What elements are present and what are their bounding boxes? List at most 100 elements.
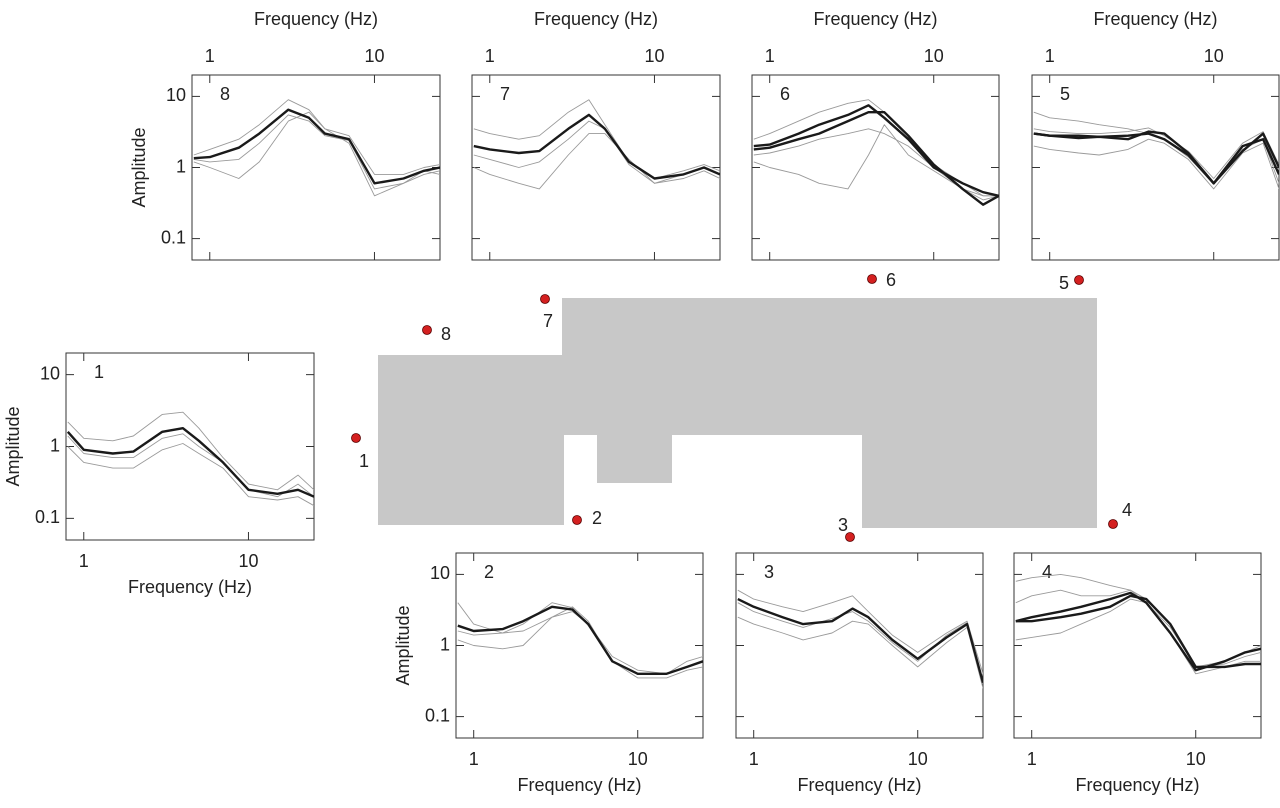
plot-area [455,552,704,739]
y-tick-label: 0.1 [35,507,60,527]
series-line [737,616,983,689]
x-tick-label: 10 [238,551,258,571]
station-marker [572,515,582,525]
panel: 1 10 Frequency (Hz) 3 [735,552,984,795]
station-label: 4 [1122,500,1132,520]
station-marker [867,274,877,284]
panel-label: 2 [484,562,494,582]
series-line [737,589,983,674]
series-line [193,114,440,190]
y-axis-label: Amplitude [129,127,149,207]
x-tick-label: 10 [924,46,944,66]
plot-area [191,74,441,261]
series-line [67,411,314,491]
x-axis-label: Frequency (Hz) [813,9,937,29]
x-tick-label: 1 [765,46,775,66]
series-line [737,602,983,683]
x-tick-label: 10 [1204,46,1224,66]
x-tick-label: 1 [205,46,215,66]
series-line [473,113,720,180]
x-axis-label: Frequency (Hz) [797,775,921,795]
series-line [1033,130,1279,185]
panel: 1 10 0.1 1 10 Frequency (Hz) Amplitude 1 [3,352,315,597]
x-tick-label: 1 [469,749,479,769]
station-label: 3 [838,515,848,535]
series-line [473,133,720,190]
station-marker [422,325,432,335]
x-axis-label: Frequency (Hz) [1093,9,1217,29]
plot-area [1031,74,1280,261]
panel-label: 4 [1042,562,1052,582]
panel-label: 7 [500,84,510,104]
panel: 1 10 0.1 1 10 Frequency (Hz) Amplitude 8 [129,9,441,261]
station-label: 6 [886,270,896,290]
station-marker [845,532,855,542]
series-line [193,111,440,197]
series-line [1015,594,1261,669]
panel: 1 10 Frequency (Hz) 4 [1013,552,1262,795]
x-tick-label: 10 [628,749,648,769]
y-tick-label: 1 [176,156,186,176]
panel-label: 6 [780,84,790,104]
station-label: 1 [359,451,369,471]
x-axis-label: Frequency (Hz) [1075,775,1199,795]
plot-area [1013,552,1262,739]
panel-label: 3 [764,562,774,582]
panel: 1 10 0.1 1 10 Frequency (Hz) Amplitude 2 [393,552,704,795]
x-axis-label: Frequency (Hz) [254,9,378,29]
x-tick-label: 1 [1045,46,1055,66]
plot-area [735,552,984,739]
series-line [1015,589,1261,668]
y-tick-label: 0.1 [161,227,186,247]
panel: 1 10 Frequency (Hz) 7 [471,9,721,261]
station-label: 8 [441,324,451,344]
x-tick-label: 10 [908,749,928,769]
y-tick-label: 10 [430,563,450,583]
series-line [457,605,703,675]
y-tick-label: 0.1 [425,705,450,725]
station-marker [540,294,550,304]
x-axis-label: Frequency (Hz) [128,577,252,597]
y-tick-label: 10 [166,85,186,105]
x-tick-label: 10 [644,46,664,66]
x-tick-label: 1 [79,551,89,571]
panel: 1 10 Frequency (Hz) 6 [751,9,1000,261]
panel: 1 10 Frequency (Hz) 5 [1031,9,1280,261]
panel-label: 5 [1060,84,1070,104]
x-tick-label: 10 [1186,749,1206,769]
x-tick-label: 1 [485,46,495,66]
series-line [1033,132,1279,185]
series-line [67,433,314,498]
series-line [66,427,314,498]
station-marker [351,433,361,443]
series-line [753,111,999,206]
station-label: 2 [592,508,602,528]
station-marker [1074,275,1084,285]
y-tick-label: 10 [40,363,60,383]
series-line [737,598,983,684]
y-axis-label: Amplitude [393,605,413,685]
series-line [67,443,314,507]
series-line [1033,138,1279,190]
x-tick-label: 1 [749,749,759,769]
series-line [193,99,440,175]
y-tick-label: 1 [440,634,450,654]
panel-label: 1 [94,362,104,382]
building-footprint [378,298,1097,528]
x-axis-label: Frequency (Hz) [517,775,641,795]
y-tick-label: 1 [50,435,60,455]
series-line [473,99,720,179]
x-tick-label: 10 [364,46,384,66]
station-marker [1108,519,1118,529]
x-tick-label: 1 [1027,749,1037,769]
station-label: 5 [1059,273,1069,293]
series-line [457,606,703,679]
plot-area [65,352,315,541]
station-label: 7 [543,311,553,331]
plot-area [751,74,1000,261]
x-axis-label: Frequency (Hz) [534,9,658,29]
y-axis-label: Amplitude [3,406,23,486]
series-line [193,108,440,185]
